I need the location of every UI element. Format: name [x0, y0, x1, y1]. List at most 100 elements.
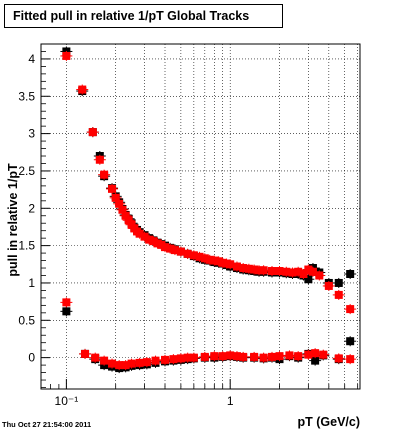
data-point: [91, 353, 100, 362]
data-point: [127, 359, 136, 368]
data-point: [62, 298, 71, 307]
data-point: [121, 211, 130, 220]
data-point: [346, 355, 355, 364]
data-point: [108, 184, 117, 193]
data-point: [161, 355, 170, 364]
data-point: [324, 281, 333, 290]
x-tick-label: 1: [227, 394, 234, 408]
y-tick-label: 3: [28, 127, 35, 141]
data-point: [118, 205, 127, 214]
y-tick-label: 1: [28, 276, 35, 290]
y-tick-label: 0: [28, 351, 35, 365]
timestamp: Thu Oct 27 21:54:00 2011: [2, 420, 92, 429]
y-tick-label: 3.5: [18, 89, 35, 103]
data-point: [78, 85, 87, 94]
data-point: [62, 307, 71, 316]
data-point: [218, 352, 227, 361]
data-point: [176, 354, 185, 363]
data-point: [226, 351, 235, 360]
x-tick-label: 10⁻¹: [55, 394, 79, 408]
data-point: [285, 351, 294, 360]
chart-title-box: Fitted pull in relative 1/pT Global Trac…: [4, 4, 283, 28]
data-point: [166, 244, 175, 253]
data-point: [169, 355, 178, 364]
data-point: [346, 270, 355, 278]
data-point: [334, 354, 343, 363]
data-point: [319, 350, 328, 359]
data-point: [268, 267, 277, 276]
data-point: [226, 260, 235, 269]
data-point: [200, 352, 209, 361]
data-point: [183, 249, 192, 258]
data-point: [288, 268, 297, 277]
data-point: [124, 216, 133, 225]
data-point: [161, 243, 170, 252]
data-point: [250, 352, 259, 361]
data-point: [115, 361, 124, 370]
data-point: [115, 199, 124, 208]
data-point: [275, 352, 284, 361]
data-point: [275, 267, 284, 276]
data-point: [88, 128, 97, 137]
data-point: [111, 193, 120, 202]
data-point: [239, 352, 248, 361]
data-point: [244, 264, 253, 273]
y-tick-label: 0.5: [18, 313, 35, 327]
data-point: [100, 170, 109, 179]
data-point: [239, 264, 248, 273]
y-tick-label: 2.5: [18, 164, 35, 178]
data-point: [308, 267, 317, 276]
data-point: [140, 232, 149, 241]
data-point: [259, 266, 268, 275]
data-point: [304, 275, 313, 284]
data-point: [195, 252, 204, 261]
data-point: [205, 255, 214, 264]
data-points: [60, 46, 357, 374]
data-point: [315, 271, 324, 280]
y-tick-label: 4: [28, 52, 35, 66]
data-point: [304, 265, 313, 274]
y-tick-label: 2: [28, 201, 35, 215]
data-point: [142, 358, 151, 367]
data-point: [100, 356, 109, 365]
chart-title: Fitted pull in relative 1/pT Global Trac…: [13, 9, 250, 23]
grid-lines: [41, 44, 360, 389]
data-point: [346, 305, 355, 314]
data-point: [232, 352, 241, 361]
data-point: [259, 353, 268, 362]
data-point: [311, 356, 320, 365]
data-point: [334, 278, 343, 287]
y-tick-label: 1.5: [18, 239, 35, 253]
data-point: [282, 267, 291, 276]
data-point: [145, 235, 154, 244]
data-point: [62, 51, 71, 60]
data-point: [189, 251, 198, 260]
data-point: [268, 352, 277, 361]
data-point: [170, 246, 179, 255]
data-point: [81, 349, 90, 358]
data-point: [189, 353, 198, 362]
data-point: [210, 352, 219, 361]
data-point: [200, 254, 209, 263]
data-point: [149, 237, 158, 246]
data-point: [304, 350, 313, 359]
data-point: [121, 361, 130, 370]
x-axis-label: pT (GeV/c): [297, 415, 360, 429]
y-axis: 0 0.5 1 1.5 2 2.5 3 3.5 4: [18, 51, 50, 388]
plot-frame: [40, 43, 361, 390]
data-point: [232, 262, 241, 271]
data-point: [176, 247, 185, 256]
data-point: [250, 265, 259, 274]
data-point: [135, 229, 144, 238]
data-point: [299, 270, 308, 278]
data-point: [95, 155, 104, 164]
data-point: [334, 290, 343, 299]
data-point: [214, 257, 223, 266]
data-point: [183, 353, 192, 362]
data-point: [210, 256, 219, 265]
x-axis: 10⁻¹ 1: [40, 379, 359, 408]
data-point: [108, 359, 117, 368]
data-point: [135, 358, 144, 367]
data-point: [311, 349, 320, 358]
